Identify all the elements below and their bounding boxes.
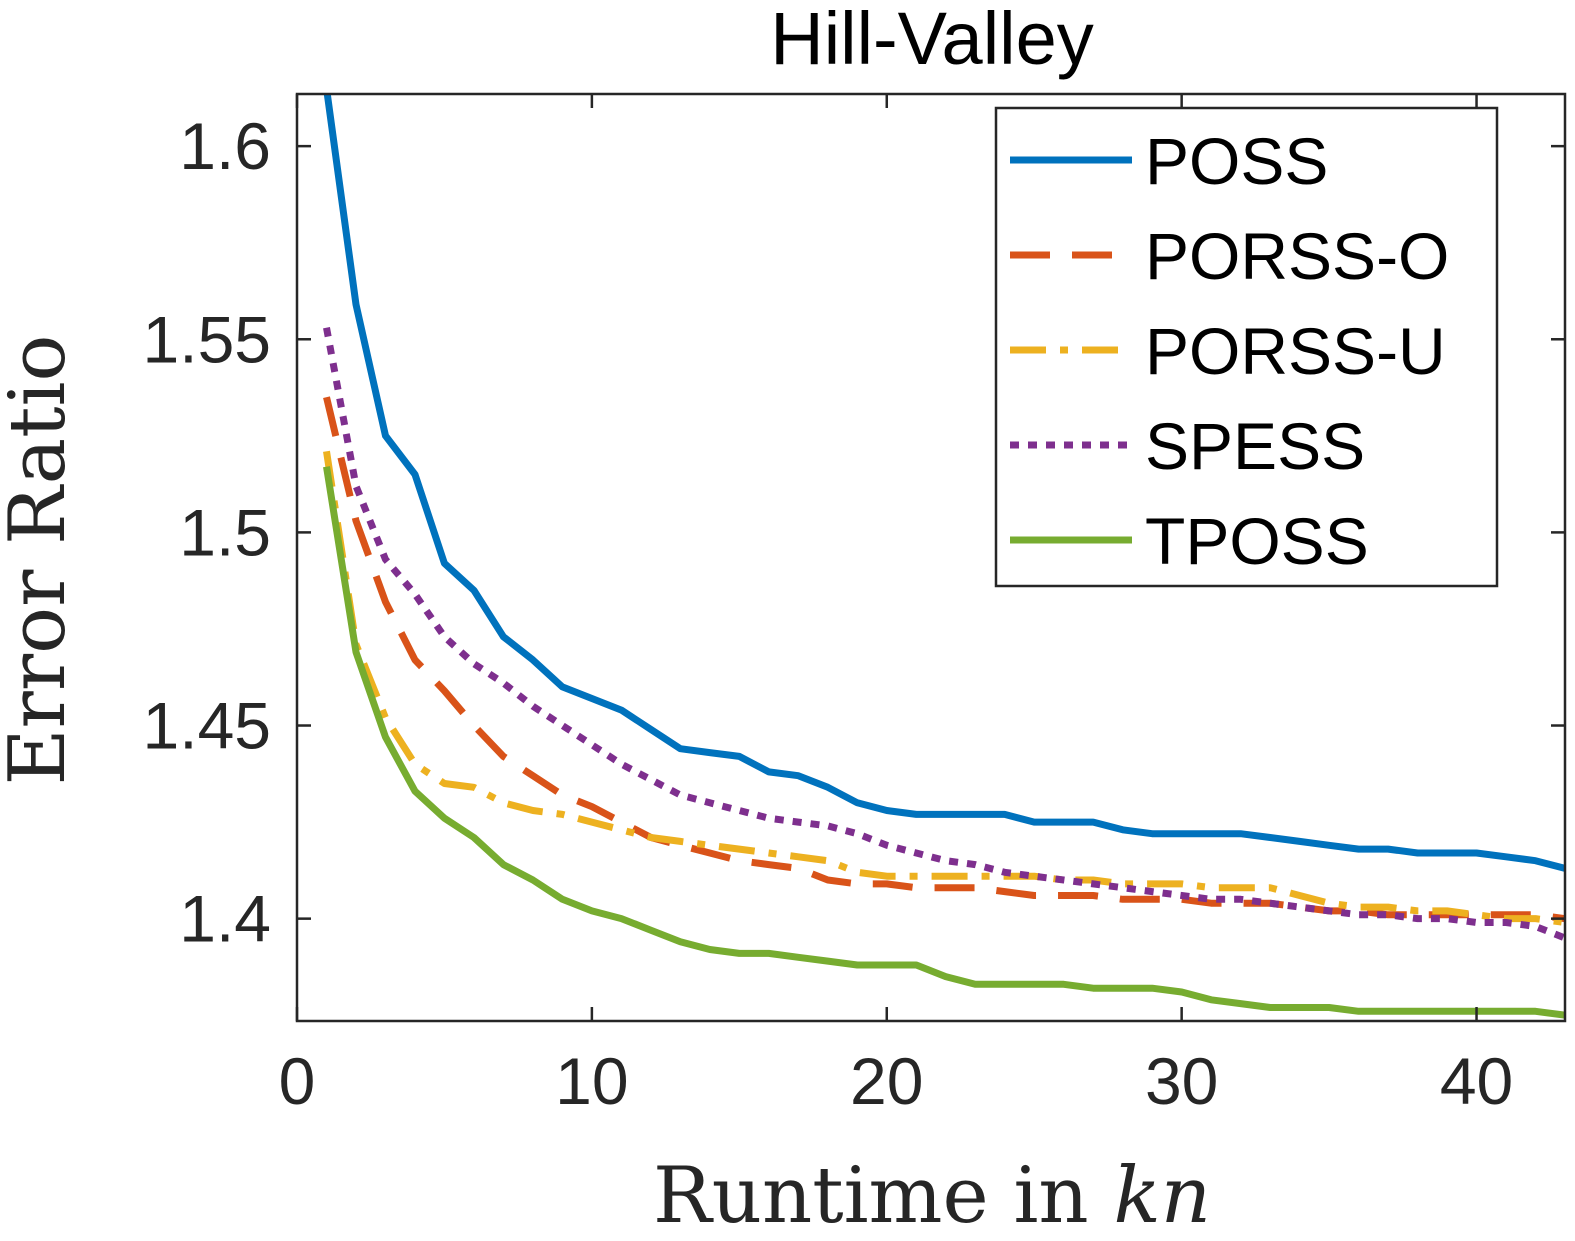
legend-label-spess: SPESS [1145, 409, 1365, 483]
legend-label-tposs: TPOSS [1145, 504, 1369, 578]
y-tick-label: 1.45 [143, 689, 271, 763]
series-line-porss-u [323, 450, 1565, 926]
x-tick-label: 10 [555, 1044, 628, 1118]
series-line-poss [323, 94, 1565, 872]
series-line-spess [323, 327, 1565, 942]
y-tick-label: 1.55 [143, 302, 271, 376]
legend: POSS PORSS-O PORSS-U SPESS TPOSS [994, 106, 1499, 588]
x-tick-label: 0 [279, 1044, 316, 1118]
y-tick-label: 1.5 [179, 495, 271, 569]
chart-title: Hill-Valley [770, 0, 1093, 80]
series-line-tposs [323, 466, 1565, 1019]
y-tick-label: 1.6 [179, 109, 271, 183]
legend-box [994, 106, 1499, 588]
x-tick-label: 20 [850, 1044, 923, 1118]
plot-lines [323, 94, 1565, 1019]
y-axis-label: Error Ratio [0, 335, 83, 786]
series-line-porss-o [323, 396, 1565, 923]
legend-label-porss-o: PORSS-O [1145, 219, 1449, 293]
y-axis-label-group: Error Ratio [0, 335, 83, 786]
x-axis-label: Runtime in kn [653, 1151, 1211, 1241]
x-tick-label: 40 [1440, 1044, 1513, 1118]
axes: 0 10 20 30 40 1.4 1.45 1.5 1.55 1.6 [143, 92, 1567, 1118]
x-axis-label-main: Runtime in [653, 1151, 1113, 1241]
plot-frame [295, 92, 1567, 1023]
x-axis-label-italic: kn [1113, 1151, 1211, 1241]
legend-label-porss-u: PORSS-U [1145, 314, 1446, 388]
y-tick-label: 1.4 [179, 882, 271, 956]
x-tick-label: 30 [1145, 1044, 1218, 1118]
legend-label-poss: POSS [1145, 124, 1328, 198]
